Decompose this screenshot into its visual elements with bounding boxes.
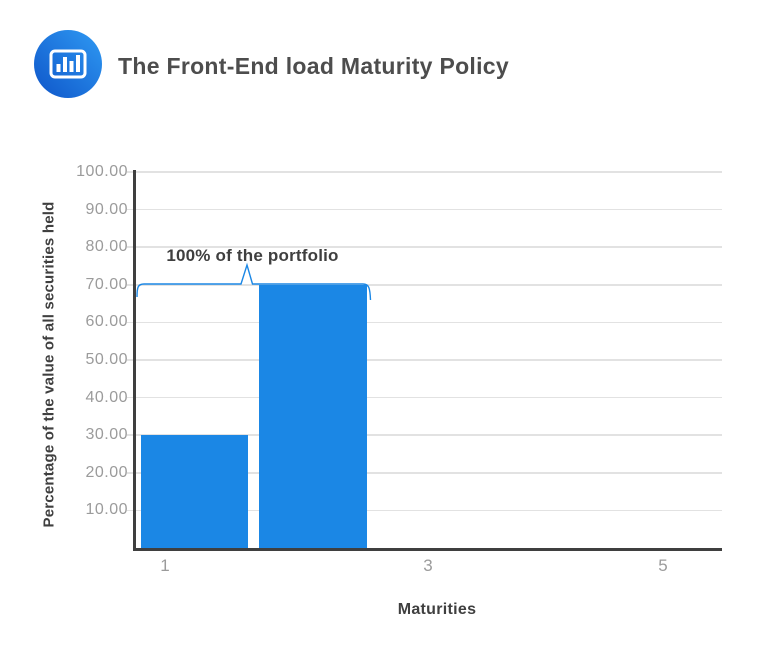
grid-line	[127, 472, 722, 474]
grid-line	[127, 171, 722, 173]
grid-line	[127, 284, 722, 286]
bar-maturity-2	[259, 284, 367, 548]
y-axis-line	[133, 170, 136, 551]
y-tick-label: 100.00	[76, 163, 128, 180]
x-tick-label: 3	[423, 556, 433, 575]
brace-line	[136, 262, 372, 301]
x-axis-title: Maturities	[397, 601, 477, 618]
grid-line	[127, 396, 722, 399]
grid-line	[127, 359, 722, 361]
grid-line	[127, 509, 722, 512]
y-tick-label: 20.00	[85, 463, 128, 481]
y-tick-label: 70.00	[85, 275, 128, 293]
y-tick-label: 60.00	[85, 313, 128, 331]
page-title: The Front-End load Maturity Policy	[118, 53, 509, 79]
x-axis-line	[133, 548, 722, 551]
bar-chart-logo-icon	[34, 30, 102, 98]
y-tick-label: 50.00	[85, 351, 128, 368]
y-tick-label: 30.00	[85, 426, 128, 444]
grid-line	[127, 321, 722, 324]
y-tick-label: 80.00	[85, 238, 128, 256]
x-tick-label: 1	[160, 556, 170, 575]
annotation-label: 100% of the portfolio	[166, 246, 339, 265]
y-tick-label: 40.00	[85, 388, 128, 406]
grid-line	[127, 208, 722, 211]
grid-line	[127, 246, 722, 248]
bar-maturity-1	[141, 435, 248, 548]
y-tick-label: 10.00	[85, 501, 128, 519]
grid-line	[127, 434, 722, 436]
x-tick-label: 5	[658, 556, 668, 575]
y-tick-label: 90.00	[85, 200, 128, 218]
